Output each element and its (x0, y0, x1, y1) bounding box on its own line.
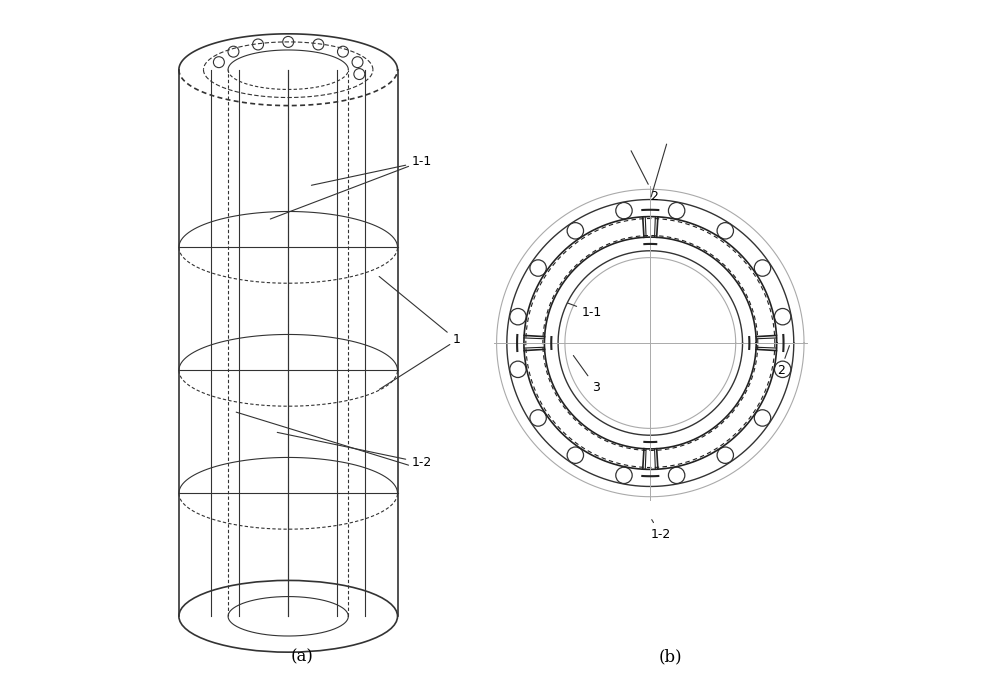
Circle shape (337, 46, 348, 57)
Circle shape (352, 57, 363, 68)
Text: (b): (b) (659, 649, 683, 666)
Circle shape (213, 57, 224, 68)
Circle shape (717, 447, 733, 464)
Circle shape (253, 39, 264, 50)
Text: 2: 2 (777, 346, 789, 377)
Circle shape (754, 410, 771, 426)
Circle shape (283, 36, 294, 47)
Circle shape (774, 309, 791, 325)
Text: 1-2: 1-2 (277, 432, 431, 469)
Circle shape (228, 46, 239, 57)
Circle shape (754, 260, 771, 276)
Text: 1-1: 1-1 (311, 155, 431, 185)
Text: 1-2: 1-2 (650, 519, 671, 541)
Circle shape (774, 361, 791, 377)
Circle shape (530, 410, 546, 426)
Circle shape (313, 39, 324, 50)
Text: 2: 2 (631, 151, 658, 202)
Circle shape (530, 260, 546, 276)
Circle shape (567, 447, 584, 464)
Circle shape (717, 222, 733, 239)
Text: 1: 1 (379, 276, 460, 346)
Circle shape (616, 467, 632, 484)
Text: (a): (a) (290, 649, 313, 666)
Circle shape (668, 202, 685, 219)
Circle shape (510, 309, 526, 325)
Circle shape (668, 467, 685, 484)
Circle shape (567, 222, 584, 239)
Circle shape (616, 202, 632, 219)
Text: 1-1: 1-1 (568, 303, 602, 319)
Circle shape (510, 361, 526, 377)
Text: 3: 3 (573, 355, 600, 394)
Circle shape (354, 69, 365, 80)
